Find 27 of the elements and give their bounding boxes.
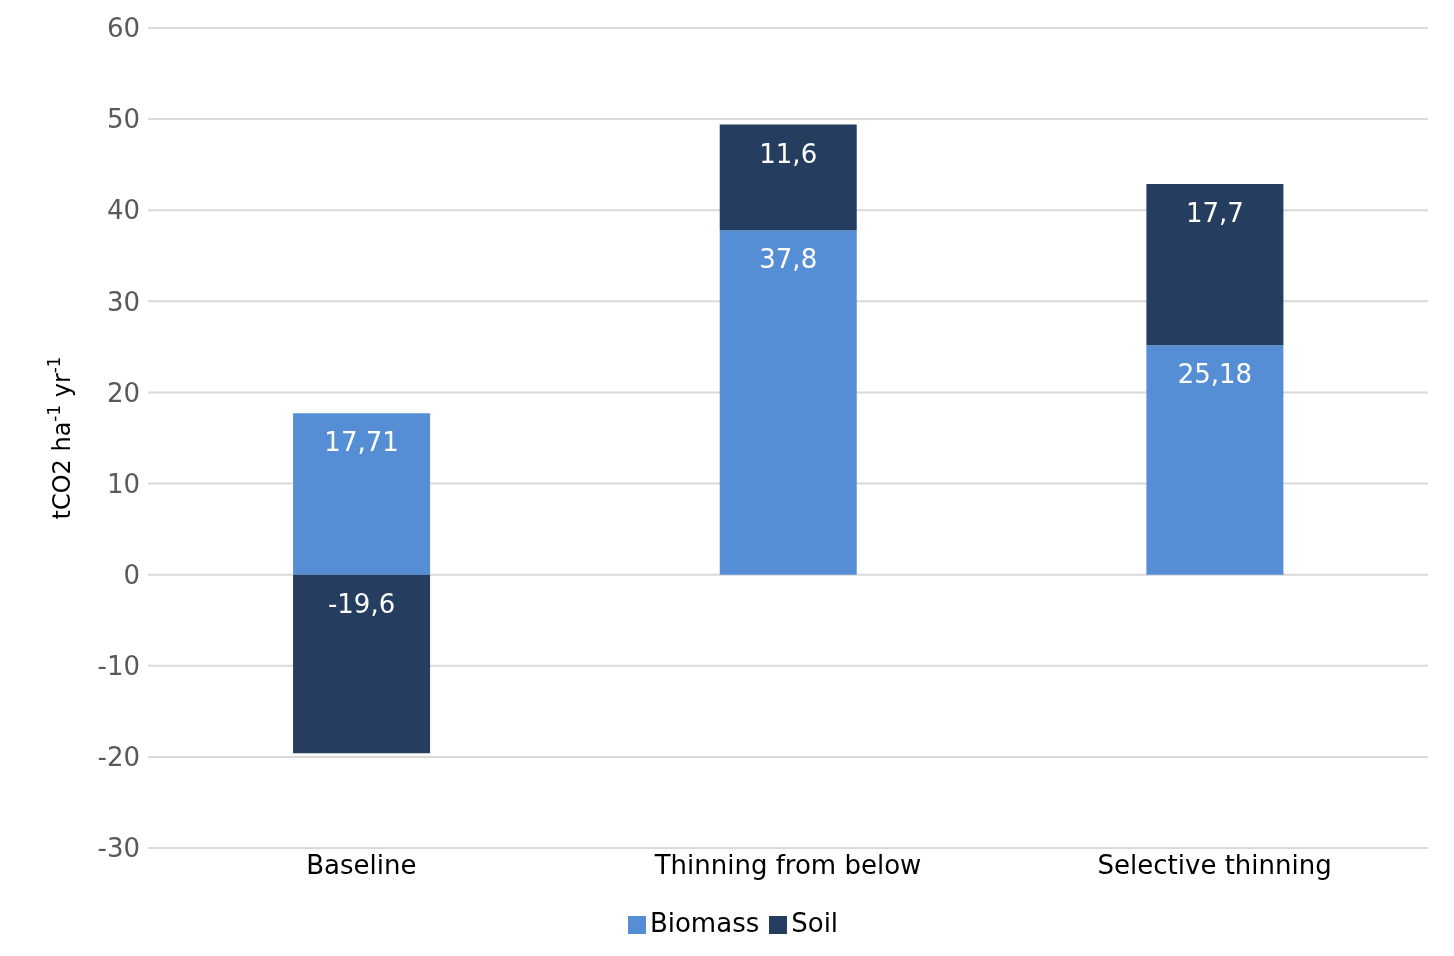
y-tick-label: -30 [97, 833, 140, 864]
y-tick-label: 40 [106, 195, 140, 226]
data-label: 37,8 [759, 244, 818, 275]
x-tick-label: Thinning from below [653, 850, 922, 881]
data-label: 17,71 [324, 427, 399, 458]
y-tick-label: 0 [123, 559, 140, 590]
bar [719, 124, 857, 231]
legend-label: Soil [791, 908, 839, 938]
bar [1146, 183, 1284, 346]
data-label: -19,6 [327, 588, 396, 619]
bar [719, 230, 857, 575]
y-tick-label: 30 [106, 286, 140, 317]
bar [293, 413, 431, 575]
x-tick-label: Selective thinning [1097, 850, 1332, 881]
y-tick-label: -10 [97, 651, 140, 682]
data-label: 17,7 [1185, 197, 1244, 228]
data-label: 11,6 [759, 138, 818, 169]
x-tick-label: Baseline [306, 850, 417, 881]
y-tick-label: 20 [106, 377, 140, 408]
y-tick-label: 50 [106, 104, 140, 135]
bar [293, 574, 431, 754]
data-label: 25,18 [1177, 359, 1253, 390]
y-tick-label: 60 [106, 13, 140, 44]
y-tick-label: 10 [106, 468, 140, 499]
y-tick-label: -20 [97, 742, 140, 773]
legend-label: Biomass [649, 908, 760, 938]
bar [1146, 345, 1284, 575]
